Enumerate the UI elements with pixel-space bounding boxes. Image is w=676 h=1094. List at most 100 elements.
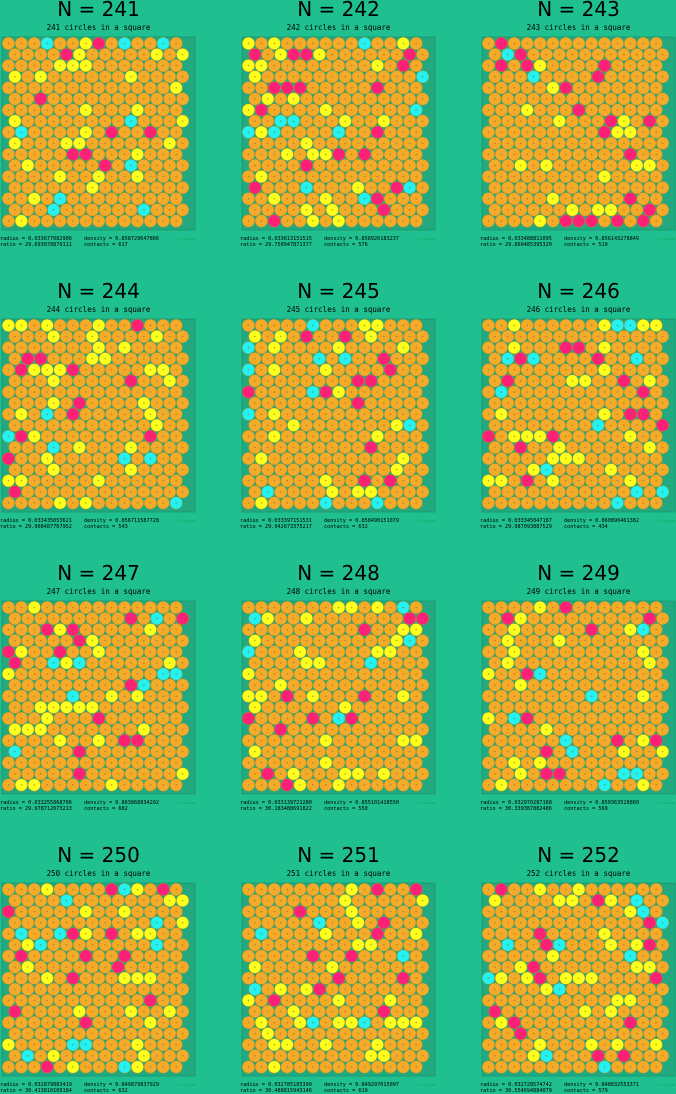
- circle-cross: [91, 208, 94, 211]
- circle-cross: [299, 42, 302, 45]
- circle-cross: [292, 142, 295, 145]
- circle-cross: [402, 86, 405, 89]
- circle-cross: [136, 86, 139, 89]
- circle-cross: [97, 109, 100, 112]
- circle-cross: [123, 175, 126, 178]
- circle-cross: [603, 64, 606, 67]
- circle-cross: [370, 186, 372, 189]
- circle-cross: [299, 64, 302, 67]
- circle-cross: [357, 164, 360, 167]
- circle-cross: [175, 42, 178, 45]
- circle-cross: [526, 175, 529, 178]
- circle-cross: [130, 335, 132, 338]
- circle-cross: [247, 109, 250, 112]
- circle-cross: [370, 120, 372, 123]
- circle-cross: [26, 97, 29, 100]
- circle-cross: [363, 86, 366, 89]
- circle-cross: [162, 42, 165, 45]
- circle-cross: [46, 175, 49, 178]
- circle-cross: [305, 186, 308, 189]
- circle-cross: [513, 153, 516, 156]
- circle-cross: [71, 86, 74, 89]
- circle-cross: [402, 42, 405, 45]
- circle-cross: [279, 142, 282, 145]
- credit: © E. Specht: [177, 237, 196, 241]
- circle-cross: [299, 197, 302, 200]
- circle-cross: [175, 197, 178, 200]
- circle-cross: [260, 86, 263, 89]
- circle-cross: [142, 164, 145, 167]
- circle-cross: [493, 75, 496, 78]
- circle-cross: [357, 186, 360, 189]
- circle-cross: [597, 75, 600, 78]
- circle-cross: [571, 53, 574, 56]
- circle-cross: [526, 86, 529, 89]
- circle-cross: [577, 153, 580, 156]
- circle-cross: [642, 197, 645, 200]
- circle-cross: [168, 186, 171, 189]
- circle-cross: [123, 131, 126, 134]
- circle-cross: [78, 53, 81, 56]
- circle-cross: [506, 75, 509, 78]
- panel-subtitle: 244 circles in a square: [47, 305, 151, 314]
- circle-cross: [91, 97, 94, 100]
- circle-cross: [149, 219, 152, 222]
- circle-cross: [91, 120, 94, 123]
- circle-cross: [7, 109, 10, 112]
- circle-cross: [299, 86, 302, 89]
- circle-cross: [20, 42, 23, 45]
- circle-cross: [311, 197, 314, 200]
- circle-cross: [370, 208, 372, 211]
- credit: © E. Specht: [177, 1083, 196, 1087]
- circle-cross: [20, 153, 23, 156]
- circle-cross: [487, 175, 490, 178]
- circle-cross: [279, 120, 282, 123]
- circle-cross: [253, 208, 256, 211]
- circle-cross: [91, 142, 94, 145]
- panel-title: N = 251: [297, 843, 380, 867]
- circle-cross: [273, 86, 276, 89]
- circle-cross: [590, 42, 593, 45]
- circle-cross: [273, 64, 276, 67]
- circle-cross: [610, 97, 612, 100]
- circle-cross: [46, 131, 49, 134]
- circle-cross: [52, 186, 55, 189]
- circle-cross: [247, 86, 250, 89]
- circle-cross: [545, 186, 548, 189]
- circle-cross: [136, 153, 139, 156]
- circle-cross: [318, 97, 321, 100]
- circle-cross: [337, 109, 340, 112]
- circle-cross: [91, 164, 94, 167]
- circle-cross: [104, 208, 107, 211]
- density: density = 0.856143278849: [564, 236, 639, 242]
- circle-cross: [500, 153, 503, 156]
- contacts: contacts = 550: [324, 806, 368, 812]
- circle-cross: [247, 175, 250, 178]
- circle-cross: [324, 64, 327, 67]
- circle-cross: [389, 131, 392, 134]
- circle-cross: [52, 208, 55, 211]
- circle-cross: [292, 208, 295, 211]
- circle-cross: [629, 153, 632, 156]
- panel-title: N = 249: [537, 561, 620, 585]
- circle-cross: [324, 175, 327, 178]
- circle-cross: [415, 175, 418, 178]
- circle-cross: [513, 175, 516, 178]
- circle-cross: [46, 219, 49, 222]
- circle-cross: [363, 131, 366, 134]
- circle-cross: [65, 75, 68, 78]
- circle-cross: [311, 153, 314, 156]
- panel-title: N = 246: [537, 279, 620, 303]
- circle-cross: [71, 153, 74, 156]
- circle-cross: [7, 324, 10, 327]
- circle-cross: [130, 142, 132, 145]
- circle-cross: [532, 208, 535, 211]
- circle-cross: [539, 86, 542, 89]
- circle-cross: [149, 109, 152, 112]
- circle-cross: [168, 53, 171, 56]
- circle-cross: [26, 142, 29, 145]
- circle-cross: [110, 86, 113, 89]
